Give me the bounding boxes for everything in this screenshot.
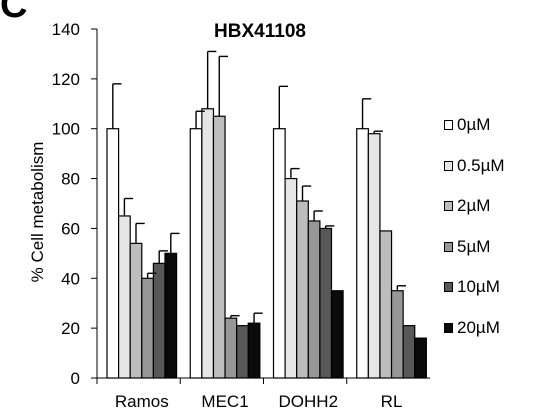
bar <box>356 128 369 379</box>
legend-swatch <box>444 120 453 130</box>
y-tick-label: 20 <box>61 319 80 338</box>
bar <box>319 227 333 379</box>
legend-swatch <box>444 282 453 292</box>
bar <box>330 290 344 379</box>
legend-label: 0.5µM <box>457 155 505 175</box>
legend-item: 0µM <box>444 112 490 138</box>
legend-swatch <box>444 241 453 252</box>
legend-item: 0.5µM <box>444 153 505 179</box>
legend-label: 5µM <box>457 236 491 256</box>
panel-label: C <box>0 0 28 26</box>
y-tick-label: 140 <box>52 20 80 39</box>
bar <box>414 337 427 379</box>
legend-swatch <box>444 160 453 171</box>
x-tick-label: RL <box>381 392 403 411</box>
y-tick-label: 60 <box>61 219 80 238</box>
y-tick-label: 80 <box>61 170 80 189</box>
bar <box>379 230 393 379</box>
y-axis-label: % Cell metabolism <box>28 142 47 283</box>
legend-item: 2µM <box>444 193 490 219</box>
legend-label: 2µM <box>457 196 491 215</box>
bar <box>212 115 226 379</box>
bar <box>284 177 298 379</box>
chart-title: HBX41108 <box>214 21 306 42</box>
legend-item: 5µM <box>444 234 490 260</box>
legend-item: 10µM <box>444 274 500 300</box>
error-bars <box>112 50 407 324</box>
bar <box>224 317 238 379</box>
x-tick-label: Ramos <box>115 392 169 411</box>
bar <box>189 128 203 379</box>
bar <box>307 220 321 379</box>
axes: 0 20 40 60 80 100 120 140 Ramos MEC1 DOHH2 RL <box>52 20 430 411</box>
y-tick-label: 0 <box>71 369 80 388</box>
bar <box>402 325 416 379</box>
bar <box>129 242 143 379</box>
legend-swatch <box>444 322 453 333</box>
bar <box>152 262 166 379</box>
bar <box>296 200 309 379</box>
y-tick-label: 100 <box>52 120 80 139</box>
bar <box>141 277 155 379</box>
x-tick-label: DOHH2 <box>279 392 339 411</box>
bar <box>247 322 261 379</box>
x-tick-label: MEC1 <box>201 392 248 411</box>
legend-label: 0µM <box>457 115 491 134</box>
bar <box>106 128 120 379</box>
legend-label: 20µM <box>457 317 500 337</box>
bar <box>236 325 249 379</box>
bars <box>106 108 427 379</box>
bar <box>367 133 381 379</box>
legend-swatch <box>444 201 453 211</box>
bar <box>272 128 286 379</box>
bar <box>117 215 131 379</box>
y-tick-label: 120 <box>52 70 80 89</box>
bar <box>201 108 215 379</box>
legend-item: 20µM <box>444 315 500 341</box>
bar <box>390 290 404 379</box>
bar <box>164 252 178 379</box>
legend-label: 10µM <box>457 277 500 296</box>
y-tick-label: 40 <box>61 269 80 288</box>
